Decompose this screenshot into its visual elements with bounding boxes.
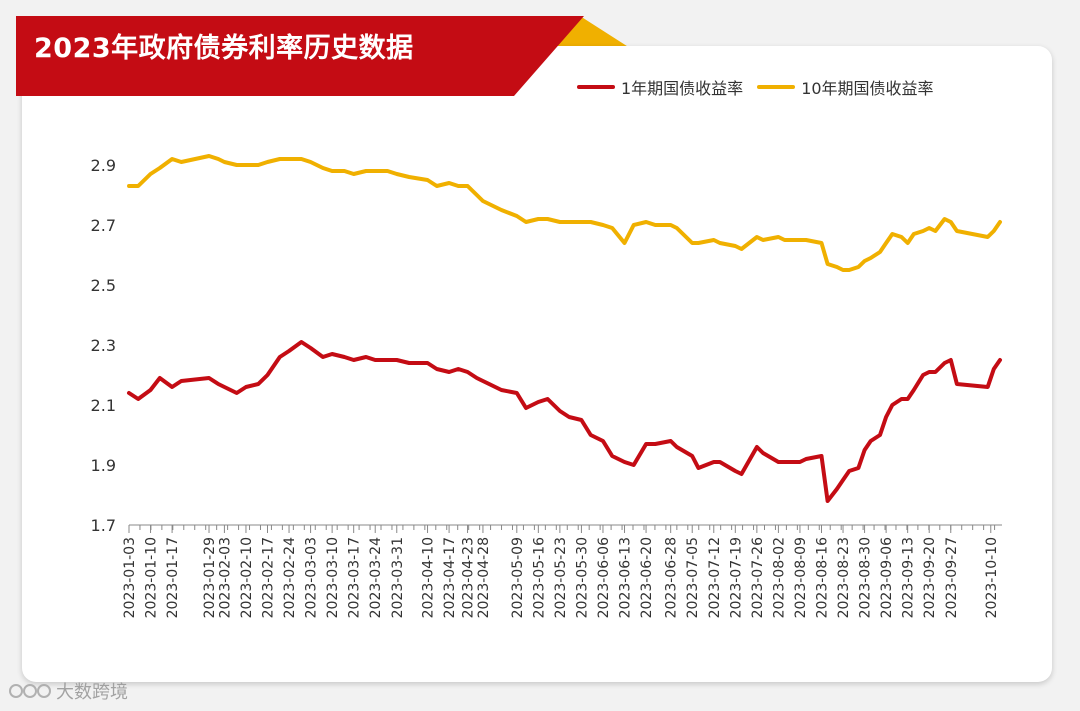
x-tick-label: 2023-02-17	[260, 537, 276, 618]
legend-label-1y: 1年期国债收益率	[621, 79, 744, 98]
x-tick-label: 2023-02-10	[239, 537, 255, 618]
chart-title: 2023年政府债券利率历史数据	[34, 33, 414, 64]
y-tick-label: 2.9	[91, 156, 116, 175]
x-tick-label: 2023-07-05	[685, 537, 701, 618]
legend-label-10y: 10年期国债收益率	[801, 79, 934, 98]
x-tick-label: 2023-07-19	[728, 537, 744, 618]
x-tick-label: 2023-03-03	[304, 537, 320, 618]
y-tick-label: 2.7	[91, 216, 116, 235]
chart-card	[22, 46, 1052, 682]
x-tick-label: 2023-04-10	[421, 537, 437, 618]
x-tick-label: 2023-05-16	[531, 537, 547, 618]
legend-swatch-1y	[577, 85, 615, 89]
legend-swatch-10y	[757, 85, 796, 89]
x-tick-label: 2023-05-23	[553, 537, 569, 618]
x-tick-label: 2023-09-13	[901, 537, 917, 618]
x-tick-label: 2023-08-23	[836, 537, 852, 618]
y-tick-label: 2.3	[91, 336, 116, 355]
x-tick-label: 2023-01-17	[165, 537, 181, 618]
x-tick-label: 2023-10-10	[984, 537, 1000, 618]
watermark-text: 大数跨境	[56, 682, 128, 703]
x-tick-label: 2023-01-29	[202, 537, 218, 618]
chart-legend: 1年期国债收益率 10年期国债收益率	[577, 74, 948, 100]
x-tick-label: 2023-06-28	[664, 537, 680, 618]
x-tick-label: 2023-04-28	[476, 537, 492, 618]
x-tick-label: 2023-07-12	[707, 537, 723, 618]
x-tick-label: 2023-04-17	[442, 537, 458, 618]
x-tick-label: 2023-09-20	[922, 537, 938, 618]
x-tick-label: 2023-09-06	[879, 537, 895, 618]
x-tick-label: 2023-03-10	[325, 537, 341, 618]
title-banner: 2023年政府债券利率历史数据	[16, 16, 584, 96]
x-tick-label: 2023-02-03	[217, 537, 233, 618]
x-tick-label: 2023-03-31	[390, 537, 406, 618]
x-tick-label: 2023-06-06	[596, 537, 612, 618]
x-tick-label: 2023-03-17	[347, 537, 363, 618]
y-tick-label: 2.1	[91, 396, 116, 415]
watermark: 大数跨境	[8, 677, 128, 705]
x-tick-label: 2023-02-24	[282, 537, 298, 618]
legend-item-10y: 10年期国债收益率	[757, 75, 934, 99]
x-tick-label: 2023-07-26	[750, 537, 766, 618]
x-tick-label: 2023-08-02	[771, 537, 787, 618]
y-tick-label: 1.7	[91, 516, 116, 535]
x-tick-label: 2023-01-03	[122, 537, 138, 618]
x-tick-label: 2023-05-30	[574, 537, 590, 618]
x-tick-label: 2023-06-13	[618, 537, 634, 618]
x-tick-label: 2023-01-10	[144, 537, 160, 618]
x-tick-label: 2023-03-24	[368, 537, 384, 618]
watermark-logo-icon	[9, 684, 51, 698]
x-tick-label: 2023-06-20	[639, 537, 655, 618]
x-tick-label: 2023-08-30	[858, 537, 874, 618]
series-line-10y	[127, 154, 1002, 272]
x-tick-label: 2023-05-09	[510, 537, 526, 618]
legend-item-1y: 1年期国债收益率	[577, 75, 743, 99]
series-line-1y	[127, 340, 1002, 503]
x-tick-label: 2023-09-27	[944, 537, 960, 618]
x-tick-label: 2023-08-09	[793, 537, 809, 618]
y-tick-label: 2.5	[91, 276, 116, 295]
x-tick-label: 2023-04-23	[461, 537, 477, 618]
y-tick-label: 1.9	[91, 456, 116, 475]
x-tick-label: 2023-08-16	[814, 537, 830, 618]
